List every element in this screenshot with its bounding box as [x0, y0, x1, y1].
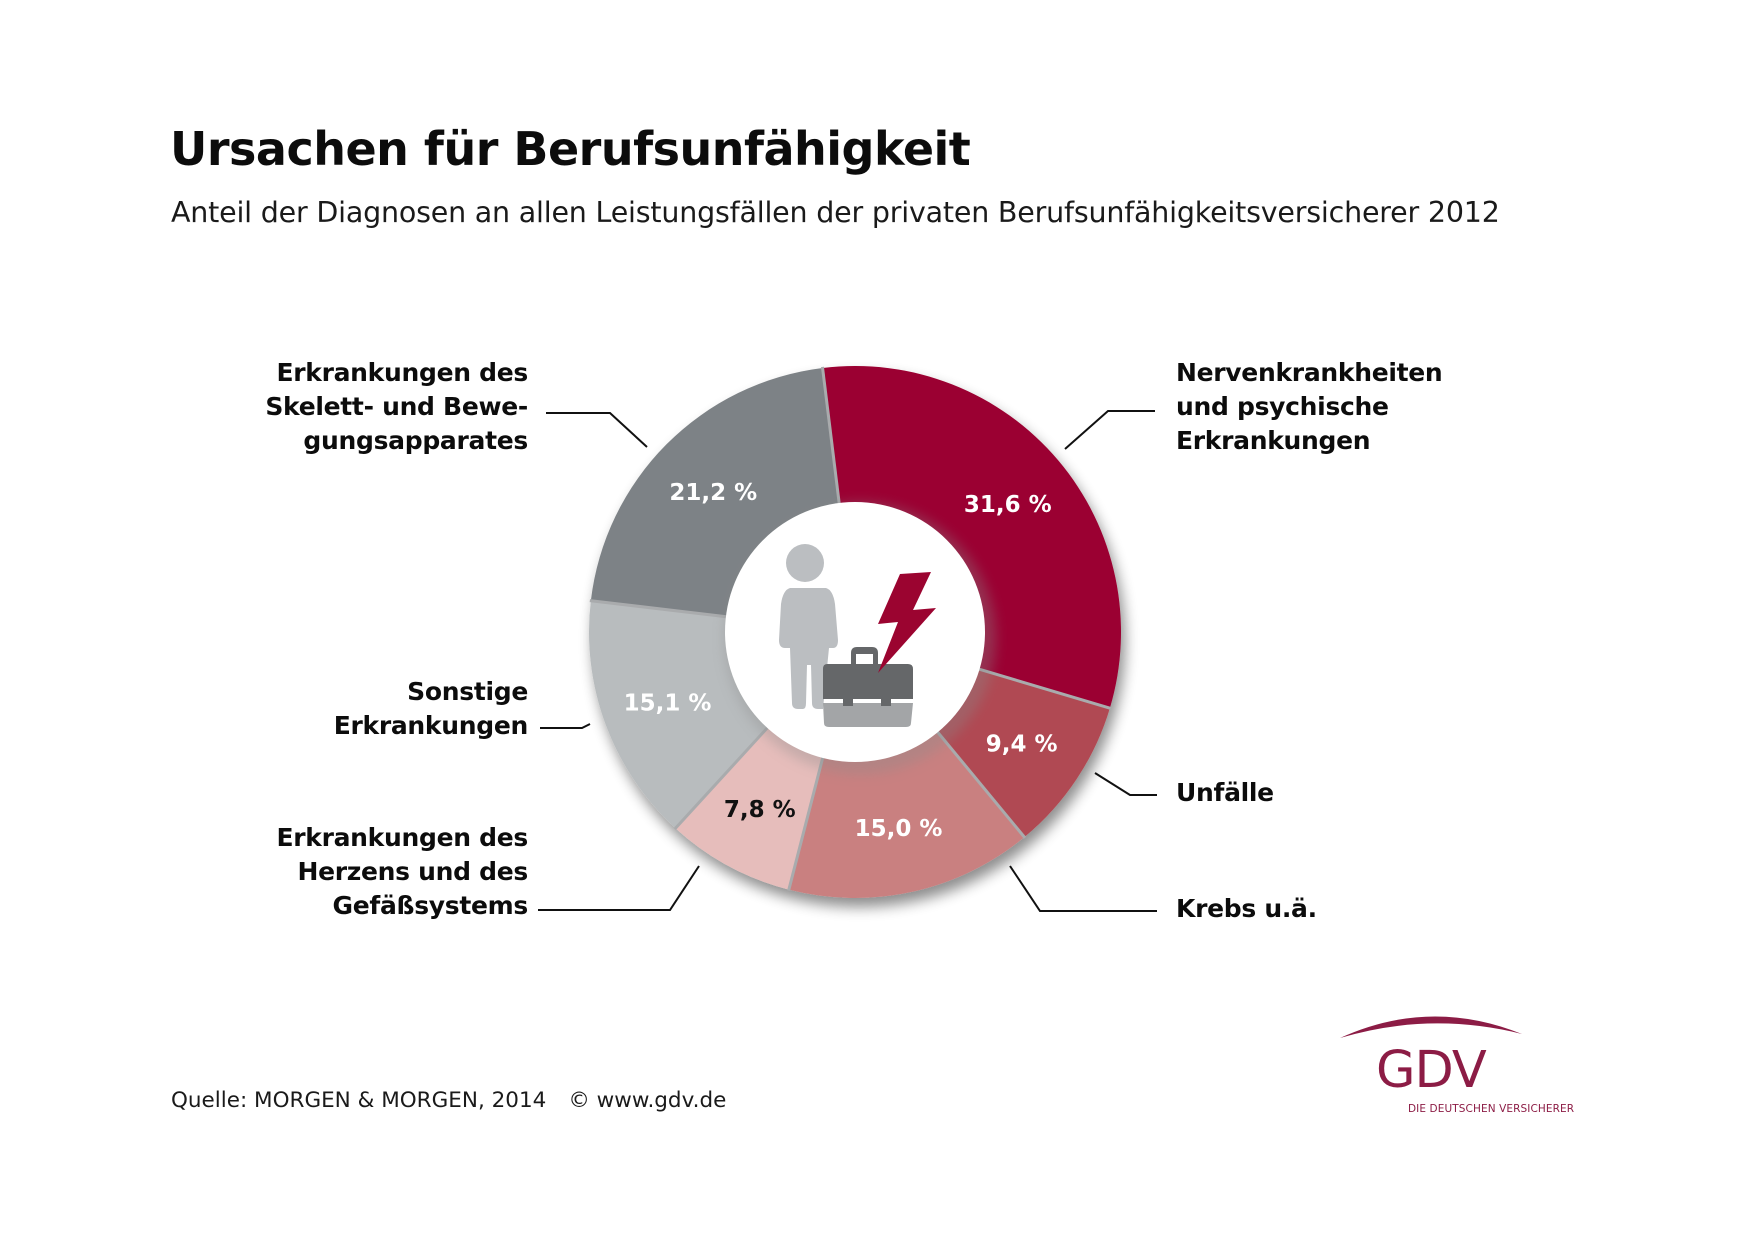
category-label: Erkrankungen des Skelett- und Bewe-gungsa…	[265, 356, 528, 458]
category-label-line: Nervenkrankheiten	[1176, 358, 1443, 387]
value-label: 31,6 %	[964, 492, 1052, 518]
category-label-line: Gefäßsystems	[332, 891, 529, 920]
category-label: Erkrankungen des Herzens und des Gefäßsyst…	[276, 821, 528, 923]
slice-separators	[589, 366, 1112, 891]
category-label-line: Krebs u.ä.	[1176, 894, 1317, 923]
value-label: 15,0 %	[855, 816, 943, 842]
logo-wordmark: GDV	[1376, 1041, 1487, 1100]
gdv-logo[interactable]: GDV DIE DEUTSCHEN VERSICHERER	[1335, 1005, 1574, 1120]
person-briefcase-lightning-icon	[779, 544, 936, 727]
briefcase-bottom	[823, 703, 913, 727]
value-label: 7,8 %	[724, 797, 796, 823]
category-label: Nervenkrankheiten und psychische Erkrankun…	[1176, 356, 1443, 458]
slice-5	[590, 367, 842, 620]
slice-0	[822, 366, 1121, 709]
leader-line	[1094, 772, 1157, 796]
category-label-line: Herzens und des	[297, 857, 528, 886]
logo-arc-icon	[1340, 1016, 1522, 1038]
briefcase-icon	[823, 647, 913, 727]
leader-line	[1064, 410, 1155, 450]
category-label-line: Erkrankungen	[333, 711, 529, 740]
copyright-link[interactable]: © www.gdv.de	[568, 1088, 727, 1113]
slice-separator	[589, 599, 737, 620]
category-label-line: Sonstige	[407, 677, 528, 706]
leader-line	[1009, 865, 1157, 912]
person-head	[786, 544, 824, 582]
donut-slices	[589, 366, 1121, 898]
chart-title: Ursachen für Berufsunfähigkeit	[170, 122, 971, 176]
footer: Quelle: MORGEN & MORGEN, 2014 © www.gdv.d…	[171, 1088, 726, 1113]
category-label-line: gungsapparates	[303, 426, 528, 455]
slice-separator	[969, 664, 1112, 710]
category-label: Krebs u.ä.	[1176, 892, 1317, 926]
slice-separator	[673, 719, 776, 831]
category-label-line: Unfälle	[1176, 778, 1274, 807]
slice-separator	[820, 366, 842, 514]
category-label: Unfälle	[1176, 776, 1274, 810]
leader-line	[538, 865, 700, 911]
logo-tagline: DIE DEUTSCHEN VERSICHERER	[1408, 1103, 1575, 1115]
category-label-line: Skelett- und Bewe-	[265, 392, 528, 421]
briefcase-handle	[851, 647, 878, 665]
value-labels: 31,6 % 9,4 % 15,0 % 7,8 % 15,1 % 21,2 %	[624, 480, 1058, 842]
leader-line	[546, 412, 648, 448]
briefcase-clasp	[843, 698, 853, 706]
lightning-bolt-icon	[878, 572, 936, 673]
value-label: 15,1 %	[624, 691, 712, 717]
slice-separator	[930, 723, 1027, 839]
leader-line	[540, 723, 591, 729]
briefcase-top	[823, 664, 913, 699]
slice-3	[675, 713, 828, 890]
category-label-line: und psychische	[1176, 392, 1389, 421]
leader-lines	[538, 410, 1157, 912]
value-label: 21,2 %	[669, 480, 757, 506]
category-label: Sonstige Erkrankungen	[333, 675, 529, 743]
category-label-line: Erkrankungen des	[276, 358, 528, 387]
category-label-line: Erkrankungen des	[276, 823, 528, 852]
slice-separator	[787, 747, 827, 891]
source-text: Quelle: MORGEN & MORGEN, 2014	[171, 1088, 547, 1113]
category-label-line: Erkrankungen	[1176, 426, 1371, 455]
value-label: 9,4 %	[986, 732, 1058, 758]
chart-subtitle: Anteil der Diagnosen an allen Leistungsf…	[171, 196, 1500, 229]
briefcase-clasp	[881, 698, 891, 706]
